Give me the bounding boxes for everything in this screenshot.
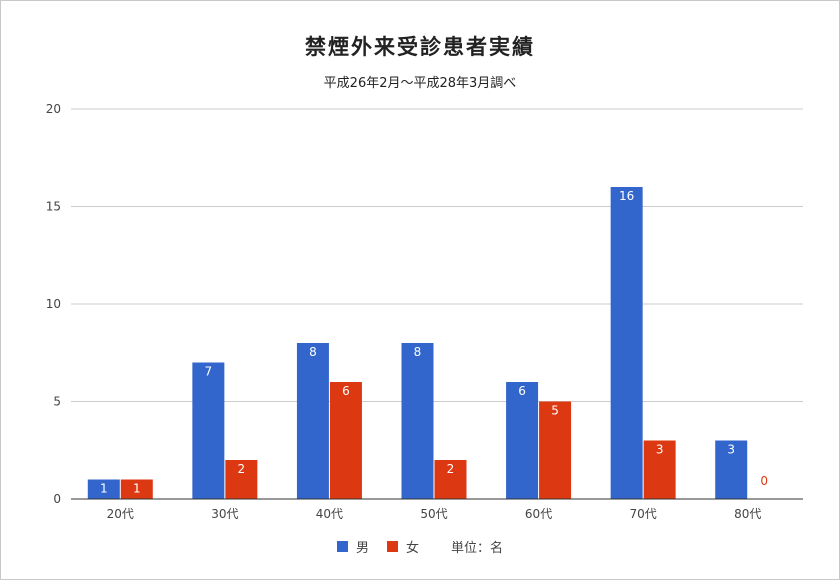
x-tick-label: 30代 (211, 507, 238, 521)
data-label: 0 (760, 474, 768, 488)
legend-swatch-female (386, 541, 398, 552)
legend: 男 女 単位：名 (1, 537, 839, 556)
bar-female (120, 479, 153, 499)
data-label: 3 (727, 443, 735, 457)
data-label: 7 (205, 365, 213, 379)
x-tick-label: 40代 (316, 507, 343, 521)
chart-subtitle: 平成26年2月～平成28年3月調べ (323, 76, 517, 91)
data-label: 8 (414, 345, 422, 359)
x-tick-label: 70代 (630, 507, 657, 521)
bar-male (192, 362, 225, 499)
x-tick-label: 80代 (734, 507, 761, 521)
y-tick-label: 10 (46, 297, 61, 311)
bar-male (715, 440, 748, 499)
bar-female (434, 460, 467, 499)
y-tick-label: 5 (53, 395, 61, 409)
legend-label-female: 女 (405, 541, 419, 556)
legend-swatch-male (336, 541, 348, 552)
bar-female (225, 460, 258, 499)
data-label: 6 (342, 384, 350, 398)
legend-item-female[interactable]: 女 (386, 537, 419, 556)
legend-item-male[interactable]: 男 (336, 537, 369, 556)
bar-male (87, 479, 120, 499)
y-tick-label: 20 (46, 102, 61, 116)
bar-male (296, 343, 329, 499)
bar-male (610, 187, 643, 499)
bar-female (329, 382, 362, 499)
data-label: 16 (619, 189, 634, 203)
data-label: 5 (551, 404, 559, 418)
plot-area: 0 5 10 15 20 1 1 20代 7 2 30代 8 6 40代 8 2 50代 6 5 60代 16 3 70代 3… (46, 102, 803, 521)
y-tick-label: 0 (53, 492, 61, 506)
data-label: 2 (238, 462, 246, 476)
y-tick-label: 15 (46, 200, 61, 214)
chart-title: 禁煙外来受診患者実績 (305, 35, 535, 59)
data-label: 6 (518, 384, 526, 398)
x-tick-label: 20代 (107, 507, 134, 521)
data-label: 2 (447, 462, 455, 476)
data-label: 8 (309, 345, 317, 359)
bar-male (506, 382, 539, 499)
bar-female (643, 440, 676, 499)
data-label: 1 (100, 482, 108, 496)
legend-label-male: 男 (355, 541, 369, 556)
bar-female (539, 401, 572, 499)
data-label: 1 (133, 482, 141, 496)
data-label: 3 (656, 443, 664, 457)
x-tick-label: 60代 (525, 507, 552, 521)
x-tick-label: 50代 (420, 507, 447, 521)
unit-note: 単位：名 (451, 541, 504, 556)
bar-male (401, 343, 434, 499)
